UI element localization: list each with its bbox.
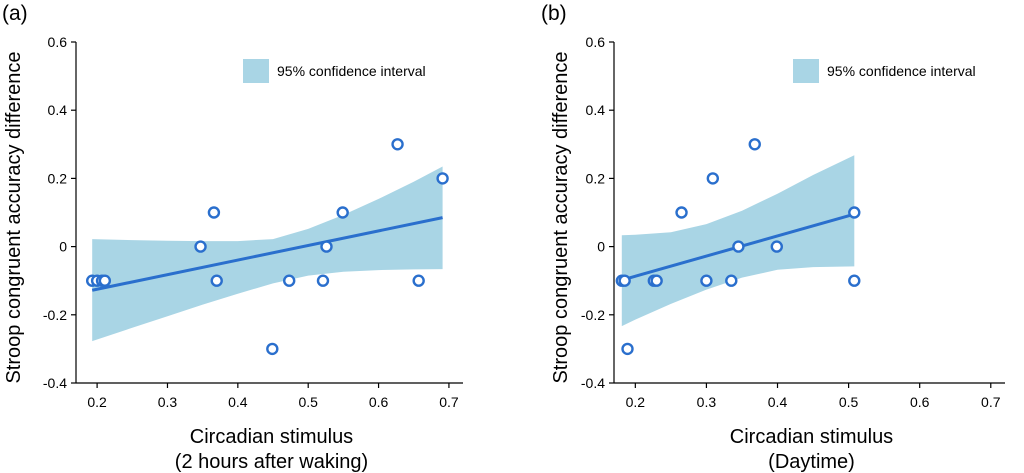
- x-tick-label: 0.4: [768, 394, 788, 410]
- y-tick-label: 0.2: [586, 170, 606, 186]
- data-point: [675, 206, 688, 219]
- y-tick-label: -0.4: [581, 375, 605, 391]
- data-point: [210, 274, 223, 287]
- data-point: [700, 274, 713, 287]
- y-tick-label: 0.4: [586, 102, 606, 118]
- x-tick-label: 0.6: [910, 394, 930, 410]
- y-tick-label: 0.6: [48, 34, 68, 50]
- x-tick-label: 0.3: [158, 394, 178, 410]
- data-point: [412, 274, 425, 287]
- panel-a: -0.4 -0.2 0 0.2 0.4 0.6 0.2 0.3 0.4 0.5 0.6 0.7 Circ…: [2, 2, 463, 473]
- x-tick-label: 0.7: [981, 394, 1001, 410]
- x-tick-label: 0.6: [369, 394, 389, 410]
- data-point: [391, 138, 404, 151]
- legend-swatch: [793, 59, 819, 83]
- x-tick-label: 0.5: [839, 394, 859, 410]
- y-tick-label: 0.6: [586, 34, 606, 50]
- panel-label: (a): [2, 2, 28, 25]
- y-axis-title: Stroop congruent accuracy difference: [3, 51, 25, 383]
- data-point: [207, 206, 221, 219]
- data-point: [732, 240, 745, 253]
- data-point: [618, 274, 631, 287]
- x-tick-label: 0.2: [87, 394, 107, 410]
- data-point: [316, 274, 330, 287]
- panel-b: -0.4 -0.2 0 0.2 0.4 0.6 0.2 0.3 0.4 0.5 0.6 0.7 Circ…: [541, 2, 1005, 473]
- data-point: [650, 274, 663, 287]
- data-point: [848, 206, 861, 219]
- data-point: [436, 172, 449, 185]
- y-tick-label: -0.2: [43, 307, 67, 323]
- x-tick-label: 0.5: [298, 394, 318, 410]
- x-axis-subtitle: (Daytime): [768, 451, 855, 473]
- data-point: [725, 274, 738, 287]
- legend-label: 95% confidence interval: [277, 63, 426, 79]
- y-tick-label: -0.4: [43, 375, 67, 391]
- data-point: [621, 342, 634, 356]
- legend-label: 95% confidence interval: [827, 63, 976, 79]
- y-tick-label: 0: [59, 239, 67, 255]
- x-tick-label: 0.7: [439, 394, 459, 410]
- data-point: [748, 138, 761, 151]
- x-tick-label: 0.2: [626, 394, 646, 410]
- x-axis-title: Circadian stimulus: [730, 426, 893, 448]
- data-point: [848, 274, 861, 287]
- data-point: [320, 240, 333, 253]
- x-axis-subtitle: (2 hours after waking): [175, 451, 368, 473]
- y-tick-label: 0.4: [48, 102, 68, 118]
- y-axis-title: Stroop congruent accuracy difference: [550, 51, 572, 383]
- x-tick-label: 0.3: [697, 394, 717, 410]
- data-point: [706, 172, 720, 185]
- data-point: [770, 240, 783, 253]
- data-point: [266, 342, 279, 356]
- data-point: [98, 274, 112, 287]
- y-tick-label: -0.2: [581, 307, 605, 323]
- panel-label: (b): [541, 2, 567, 25]
- x-axis-title: Circadian stimulus: [190, 426, 353, 448]
- data-point: [336, 206, 349, 219]
- x-tick-label: 0.4: [228, 394, 248, 410]
- data-point: [283, 274, 296, 287]
- data-point: [194, 240, 207, 253]
- y-tick-label: 0.2: [48, 170, 68, 186]
- regression-line: [91, 216, 443, 292]
- y-tick-label: 0: [597, 239, 605, 255]
- legend-swatch: [243, 59, 269, 83]
